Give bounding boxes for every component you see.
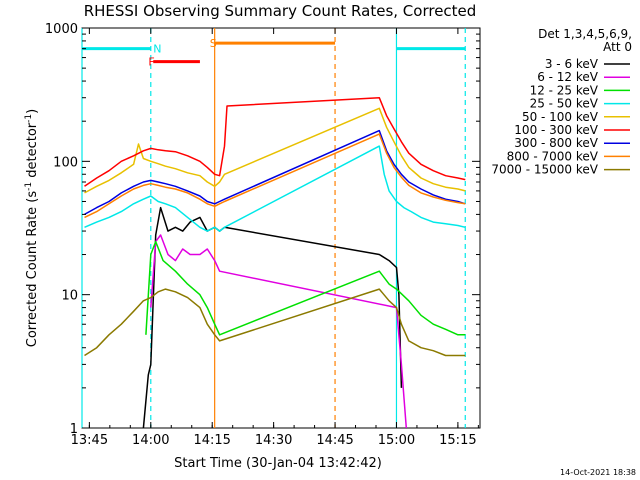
annotation-f: F — [148, 56, 154, 69]
chart-title: RHESSI Observing Summary Count Rates, Co… — [84, 2, 477, 20]
legend-label-2: 12 - 25 keV — [530, 83, 599, 97]
series-line-0 — [142, 206, 403, 429]
x-tick-label-4: 14:45 — [316, 433, 353, 448]
legend-label-5: 100 - 300 keV — [514, 123, 598, 137]
series-line-8 — [84, 288, 466, 357]
series-line-2 — [145, 240, 466, 336]
generated-timestamp: 14-Oct-2021 18:38 — [560, 468, 636, 477]
x-tick-label-3: 14:30 — [255, 433, 292, 448]
series-line-4 — [84, 107, 466, 194]
y-tick-label-1: 10 — [61, 289, 78, 304]
plot-frame — [81, 27, 481, 429]
annotation-s: S — [210, 37, 217, 50]
series-line-6 — [84, 129, 466, 216]
y-tick-label-2: 100 — [53, 155, 78, 170]
legend-label-4: 50 - 100 keV — [522, 110, 599, 124]
x-tick-label-1: 14:00 — [132, 433, 169, 448]
y-tick-label-0: 1 — [70, 422, 78, 437]
legend-label-7: 800 - 7000 keV — [507, 149, 599, 163]
interval-lines — [81, 28, 466, 428]
y-axis-label: Corrected Count Rate (s-1 detector-1) — [24, 109, 40, 347]
legend-header-attenuator: Att 0 — [603, 40, 632, 54]
legend-label-0: 3 - 6 keV — [545, 57, 599, 71]
series-line-1 — [150, 234, 408, 429]
legend-label-8: 7000 - 15000 keV — [491, 163, 598, 177]
legend-label-3: 25 - 50 keV — [530, 97, 599, 111]
x-axis-label: Start Time (30-Jan-04 13:42:42) — [174, 456, 382, 471]
x-tick-label-2: 14:15 — [193, 433, 230, 448]
legend-label-1: 6 - 12 keV — [537, 70, 599, 84]
series-line-3 — [84, 145, 466, 232]
y-tick-label-3: 1000 — [45, 22, 78, 37]
x-tick-label-5: 15:00 — [378, 433, 415, 448]
series-line-7 — [84, 133, 466, 219]
legend-label-6: 300 - 800 keV — [514, 136, 598, 150]
x-tick-label-0: 13:45 — [71, 433, 108, 448]
interval-bars — [82, 41, 466, 64]
interval-annotations: NF S — [148, 37, 216, 68]
annotation-n: N — [153, 43, 161, 56]
series-lines — [84, 96, 466, 429]
legend-header-detectors: Det 1,3,4,5,6,9, — [538, 27, 632, 41]
x-axis-ticks: 13:45 14:00 14:15 14:30 14:45 15:00 15:15 — [71, 28, 479, 448]
y-axis-ticks: 1 10 100 1000 — [45, 22, 480, 437]
x-tick-label-6: 15:15 — [439, 433, 476, 448]
series-line-5 — [84, 96, 466, 187]
plot-area: NFS 13:45 14:00 14:15 14:30 14:45 15:00 15:15 … — [45, 22, 481, 448]
